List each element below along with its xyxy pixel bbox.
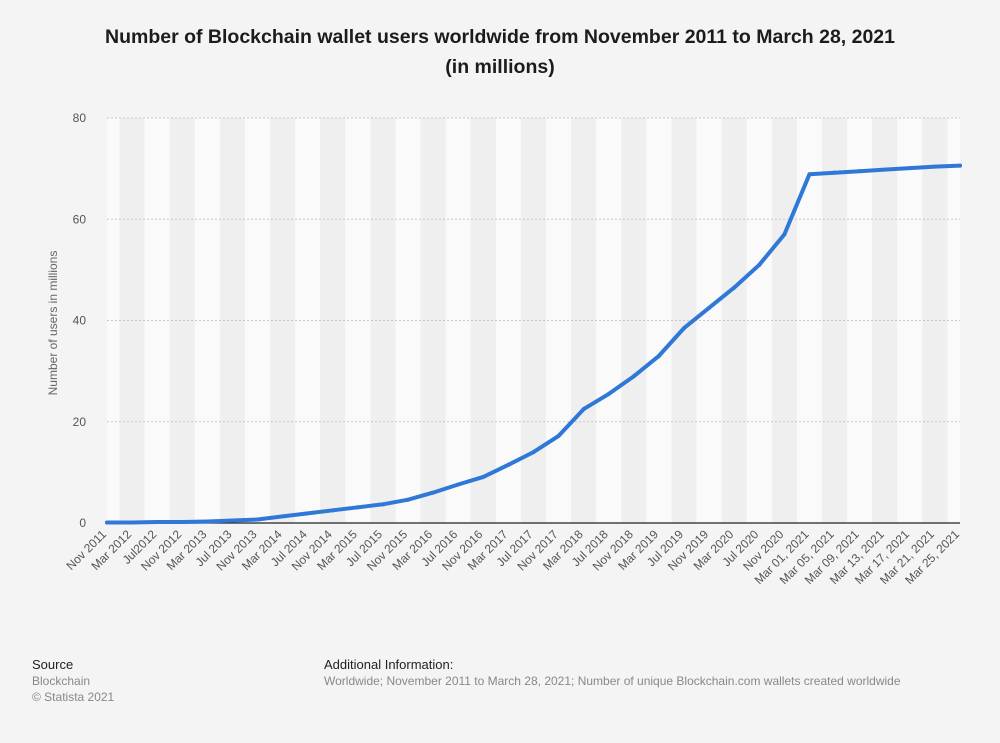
source-name: Blockchain [32,674,91,688]
source-block: Source Blockchain © Statista 2021 [32,657,114,705]
data-point [456,482,461,487]
y-tick-label: 20 [73,415,87,429]
data-point [556,433,561,438]
data-point [180,519,185,524]
chart-title: Number of Blockchain wallet users worldw… [40,22,960,82]
background-band [244,118,271,523]
y-axis-ticks: 0 20 40 60 80 [73,111,87,530]
background-band [897,118,923,523]
chart-title-main: Number of Blockchain wallet users worldw… [104,26,896,48]
data-point [631,374,636,379]
chart-subtitle: (in millions) [445,56,555,78]
data-point [882,167,887,172]
data-point [105,520,109,525]
additional-info-heading: Additional Information: [324,657,454,672]
background-band [270,118,296,523]
data-point [355,505,360,510]
gridlines [107,117,960,524]
data-point [155,519,160,524]
data-point [606,391,611,396]
data-point [330,508,335,513]
data-point [531,450,536,455]
y-tick-label: 0 [79,516,86,530]
copyright: © Statista 2021 [32,690,115,704]
data-point [757,262,762,267]
background-band [345,118,371,523]
data-point [205,519,210,524]
background-band [796,118,823,523]
data-point [832,170,837,175]
data-point [255,517,260,522]
data-point [506,462,511,467]
data-point [656,353,661,358]
data-point [130,520,135,525]
series-layer [105,163,962,525]
additional-info-text: Worldwide; November 2011 to March 28, 20… [324,674,901,688]
data-point [958,163,962,168]
data-point [280,514,285,519]
background-band [822,118,848,523]
data-point [807,172,812,177]
background-band [947,118,960,523]
data-point [707,305,712,310]
background-band [721,118,747,523]
background-band [445,118,471,523]
y-tick-label: 80 [73,111,87,125]
data-point [230,518,235,523]
data-point [431,490,436,495]
data-point [857,169,862,174]
y-tick-label: 40 [73,314,87,328]
additional-info-block: Additional Information: Worldwide; Novem… [324,657,901,689]
data-point [481,474,486,479]
data-point [305,511,310,516]
background-band [621,118,647,523]
data-point [682,326,687,331]
data-point [907,166,912,171]
background-band [546,118,572,523]
data-point [732,285,737,290]
data-point [406,497,411,502]
data-point [932,164,937,169]
data-point [581,407,586,412]
data-point [380,502,385,507]
data-point [782,232,787,237]
y-tick-label: 60 [73,212,87,226]
source-heading: Source [32,657,74,672]
y-axis-label: Number of users in millions [46,251,60,396]
background-band [169,118,195,523]
